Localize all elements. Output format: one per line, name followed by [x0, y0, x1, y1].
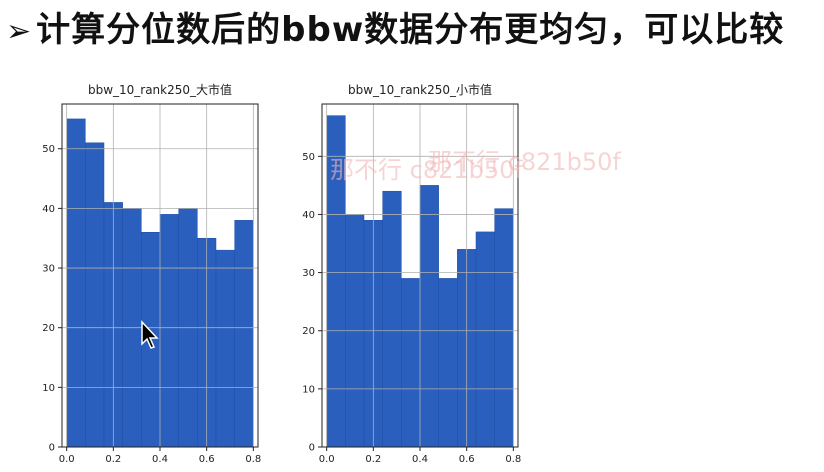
chart-title: bbw_10_rank250_小市值	[348, 82, 492, 97]
y-tick-label: 20	[302, 326, 315, 337]
y-tick-label: 20	[42, 323, 55, 334]
histogram-bar	[419, 185, 439, 448]
x-tick-label: 0.2	[105, 454, 121, 465]
y-tick-label: 0	[309, 443, 315, 454]
y-tick-label: 30	[42, 264, 55, 275]
y-tick-label: 0	[49, 443, 55, 454]
histogram-bar	[159, 214, 179, 448]
histogram-bar	[66, 118, 86, 448]
y-tick-label: 30	[302, 268, 315, 279]
x-tick-label: 0.6	[199, 454, 215, 465]
y-tick-label: 10	[302, 384, 315, 395]
histogram-bar	[494, 208, 514, 448]
x-tick-label: 0.4	[152, 454, 168, 465]
histogram-bar	[401, 278, 421, 448]
slide-title-text: 计算分位数后的bbw数据分布更均匀，可以比较	[36, 10, 785, 50]
x-tick-label: 0.0	[319, 454, 335, 465]
x-tick-label: 0.8	[505, 454, 521, 465]
watermark-text: 那不行 c821b50f	[330, 156, 523, 184]
histogram-bar	[382, 190, 402, 448]
x-tick-label: 0.2	[365, 454, 381, 465]
x-tick-label: 0.6	[459, 454, 475, 465]
histogram-bar	[215, 249, 235, 448]
chart-title: bbw_10_rank250_大市值	[88, 82, 232, 97]
y-tick-label: 50	[302, 152, 315, 163]
histogram-bar	[475, 231, 495, 448]
histogram-large-cap: bbw_10_rank250_大市值 0.0 0.2 0.4 0.6 0.8 0 10 20 30…	[42, 82, 261, 465]
mouse-cursor-icon	[141, 320, 159, 349]
bullet-arrow-icon: ➢	[6, 14, 33, 49]
x-tick-label: 0.8	[245, 454, 261, 465]
y-tick-label: 50	[42, 144, 55, 155]
histogram-bar	[85, 142, 105, 448]
slide-title: ➢ 计算分位数后的bbw数据分布更均匀，可以比较	[6, 2, 784, 51]
histogram-bar	[234, 220, 254, 448]
y-tick-label: 10	[42, 383, 55, 394]
x-tick-label: 0.0	[59, 454, 75, 465]
histogram-bar	[438, 278, 458, 448]
y-tick-label: 40	[302, 210, 315, 221]
y-tick-label: 40	[42, 204, 55, 215]
x-tick-label: 0.4	[412, 454, 428, 465]
watermark-text-2: 那不行 c821b50f	[428, 148, 621, 176]
histogram-small-cap: bbw_10_rank250_小市值 0.0 0.2 0.4 0.6 0.8 0 10 20 30…	[302, 82, 521, 465]
